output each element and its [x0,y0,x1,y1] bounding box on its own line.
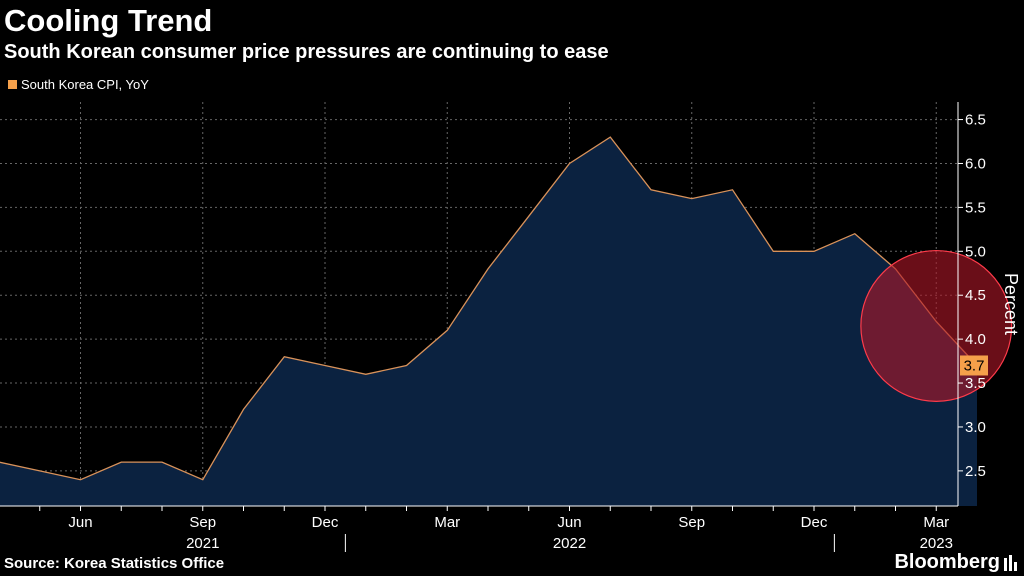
x-tick-label-7: Mar [923,514,949,531]
x-year-label-1: 2022 [553,535,586,552]
last-value-badge: 3.7 [960,355,988,376]
bloomberg-chart-icon [1004,554,1017,571]
y-tick-label-7: 6.0 [965,155,986,172]
legend-label: South Korea CPI, YoY [21,77,149,92]
y-tick-label-4: 4.5 [965,287,986,304]
y-axis: 2.5 3.0 3.5 4.0 4.5 5.0 5.5 6.0 6.5 [957,102,986,506]
x-tick-label-3: Mar [434,514,460,531]
y-tick-label-6: 5.5 [965,199,986,216]
y-tick-label-3: 4.0 [965,331,986,348]
y-tick-label-2: 3.5 [965,375,986,392]
chart-subtitle: South Korean consumer price pressures ar… [4,41,609,63]
x-year-label-0: 2021 [186,535,219,552]
y-tick-label-1: 3.0 [965,419,986,436]
y-tick-label-0: 2.5 [965,463,986,480]
chart-title: Cooling Trend [4,3,213,38]
series-line [0,136,978,481]
source-note: Source: Korea Statistics Office [4,555,225,572]
x-year-label-2: 2023 [920,535,953,552]
last-value-text: 3.7 [964,357,985,374]
x-tick-label-0: Jun [68,514,92,531]
brand-name: Bloomberg [894,551,1000,573]
series-area [0,137,977,506]
x-tick-label-2: Dec [312,514,339,531]
highlight-circle [860,249,1013,402]
y-tick-label-5: 5.0 [965,243,986,260]
legend-swatch [8,80,17,89]
x-tick-label-4: Jun [557,514,581,531]
legend: South Korea CPI, YoY [8,77,149,92]
x-tick-label-1: Sep [189,514,216,531]
brand-logo: Bloomberg [894,551,1018,574]
last-value-badge-bg [960,355,988,376]
x-tick-label-6: Dec [801,514,828,531]
y-tick-label-8: 6.5 [965,112,986,129]
y-axis-title: Percent [1001,273,1021,335]
x-axis: Jun Sep Dec Mar Jun Sep Dec Mar 2021 2022 2023 [0,505,958,552]
x-tick-label-5: Sep [678,514,705,531]
